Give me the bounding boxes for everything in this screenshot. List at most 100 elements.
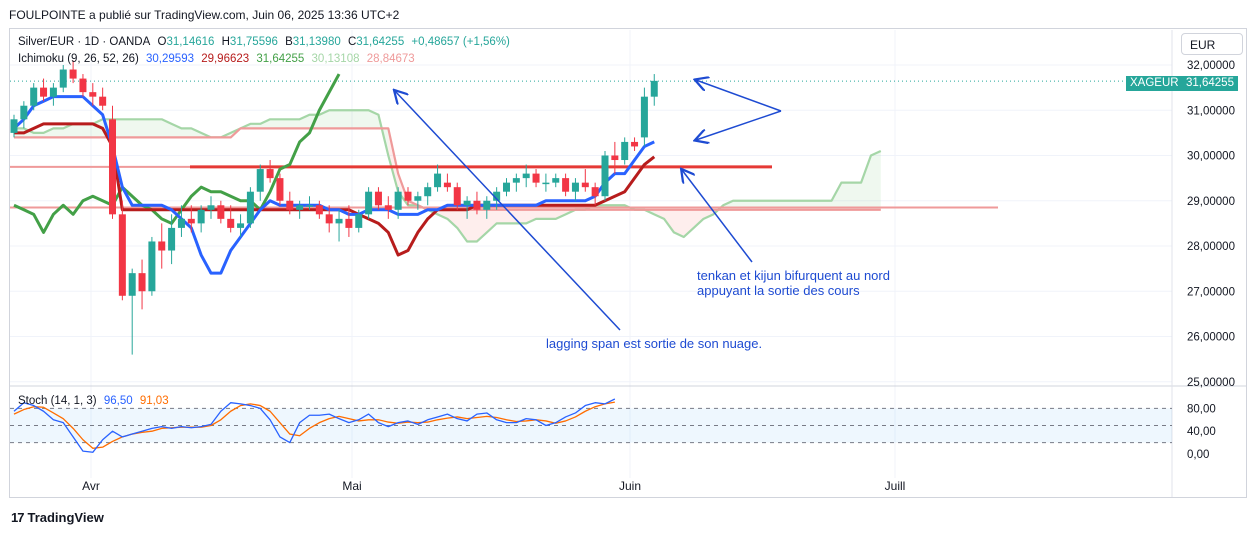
cloud-segment (348, 110, 359, 129)
symbol-name: Silver/EUR · 1D · OANDA (18, 36, 151, 48)
span-b-value: 28,84673 (366, 53, 415, 65)
symbol-price-tag: XAGEUR (1126, 76, 1183, 91)
candle (256, 164, 264, 201)
ichimoku-name: Ichimoku (9, 26, 52, 26) (18, 53, 139, 65)
candle (99, 87, 107, 111)
candle (384, 196, 392, 219)
candle-body (335, 218, 343, 224)
candle (542, 173, 550, 192)
cloud-segment (457, 209, 468, 242)
candle (148, 236, 156, 296)
price-tick-label: 26,00000 (1187, 332, 1235, 344)
cloud-segment (664, 209, 674, 233)
candle (611, 141, 619, 174)
cloud-segment (358, 110, 369, 129)
cloud-segment (486, 209, 497, 233)
candle-body (79, 78, 87, 93)
candle-body (69, 69, 77, 79)
candle-body (266, 169, 274, 179)
cloud-segment (693, 209, 704, 228)
cloud-segment (339, 110, 349, 129)
support-lines (10, 80, 1172, 209)
cloud-segment (82, 123, 93, 138)
tenkan-line (12, 95, 655, 275)
candle (335, 209, 343, 242)
close-value: 31,64255 (356, 36, 405, 48)
publisher-line: FOULPOINTE a publié sur TradingView.com,… (9, 8, 400, 22)
price-tick-label: 27,00000 (1187, 286, 1235, 298)
stoch-k-value: 96,50 (103, 395, 133, 407)
candle-body (522, 173, 530, 179)
cloud-segment (545, 209, 556, 219)
candle (355, 209, 363, 233)
candle (414, 191, 422, 210)
tradingview-logo-icon: 17 (11, 510, 25, 525)
candle-body (168, 227, 176, 251)
cloud-segment (132, 119, 143, 138)
candle (571, 178, 579, 201)
stoch-d-line (13, 401, 615, 449)
candle (463, 196, 471, 219)
candle (591, 182, 599, 206)
cloud-segment (142, 119, 152, 138)
candle-body (512, 178, 520, 183)
candle (621, 137, 629, 165)
candle (522, 164, 530, 188)
cloud-segment (53, 128, 64, 138)
cloud-segment (270, 119, 280, 129)
candle (443, 173, 451, 192)
annotation-tenkan-kijun-line2: appuyant la sortie des cours (697, 283, 860, 298)
annotations: tenkan et kijun bifurquent au nordappuya… (395, 80, 890, 351)
candle-body (296, 205, 304, 210)
cloud-segment (870, 150, 881, 210)
currency-button[interactable]: EUR (1181, 33, 1243, 55)
candle-body (49, 87, 57, 97)
low-value: 31,13980 (292, 36, 341, 48)
candle-body (246, 191, 254, 224)
tradingview-brand[interactable]: 17 TradingView (11, 510, 104, 525)
candle-body (591, 187, 599, 197)
candle-body (532, 173, 540, 183)
stoch-tick-label: 80,00 (1187, 403, 1216, 415)
cloud-segment (851, 182, 862, 210)
candle (286, 191, 294, 215)
candle-body (158, 241, 166, 251)
candle-body (40, 87, 48, 97)
candle (434, 164, 442, 192)
candle-body (325, 214, 333, 224)
cloud-segment (299, 114, 310, 129)
candle-body (503, 182, 510, 192)
candle (177, 205, 185, 237)
candle-body (99, 96, 107, 106)
cloud-segment (63, 123, 74, 138)
candle-body (177, 218, 185, 228)
candle-body (30, 87, 38, 106)
lagging-span-arrow (395, 91, 621, 331)
candle (374, 187, 382, 210)
candle-body (118, 214, 126, 296)
candle (483, 196, 491, 219)
lagging-value: 31,64255 (256, 53, 305, 65)
stoch-name: Stoch (14, 1, 3) (18, 395, 97, 407)
candle-body (276, 178, 284, 201)
lagging-span-line (13, 73, 341, 234)
candle-body (571, 182, 579, 192)
date-tick-label: Avr (82, 479, 100, 493)
candle (217, 200, 225, 224)
candle-body (562, 178, 570, 192)
candle-body (227, 218, 235, 228)
candle-body (345, 218, 353, 228)
candle (552, 173, 560, 188)
span-a-value: 30,13108 (311, 53, 360, 65)
candle-body (581, 182, 589, 188)
candle-body (463, 200, 471, 206)
candle (503, 178, 510, 197)
cloud-segment (279, 119, 290, 129)
candle-body (414, 196, 422, 201)
candle (650, 74, 658, 106)
candle (394, 187, 402, 219)
candle (40, 78, 48, 102)
open-value: 31,14616 (166, 36, 215, 48)
price-tick-label: 31,00000 (1187, 105, 1235, 117)
